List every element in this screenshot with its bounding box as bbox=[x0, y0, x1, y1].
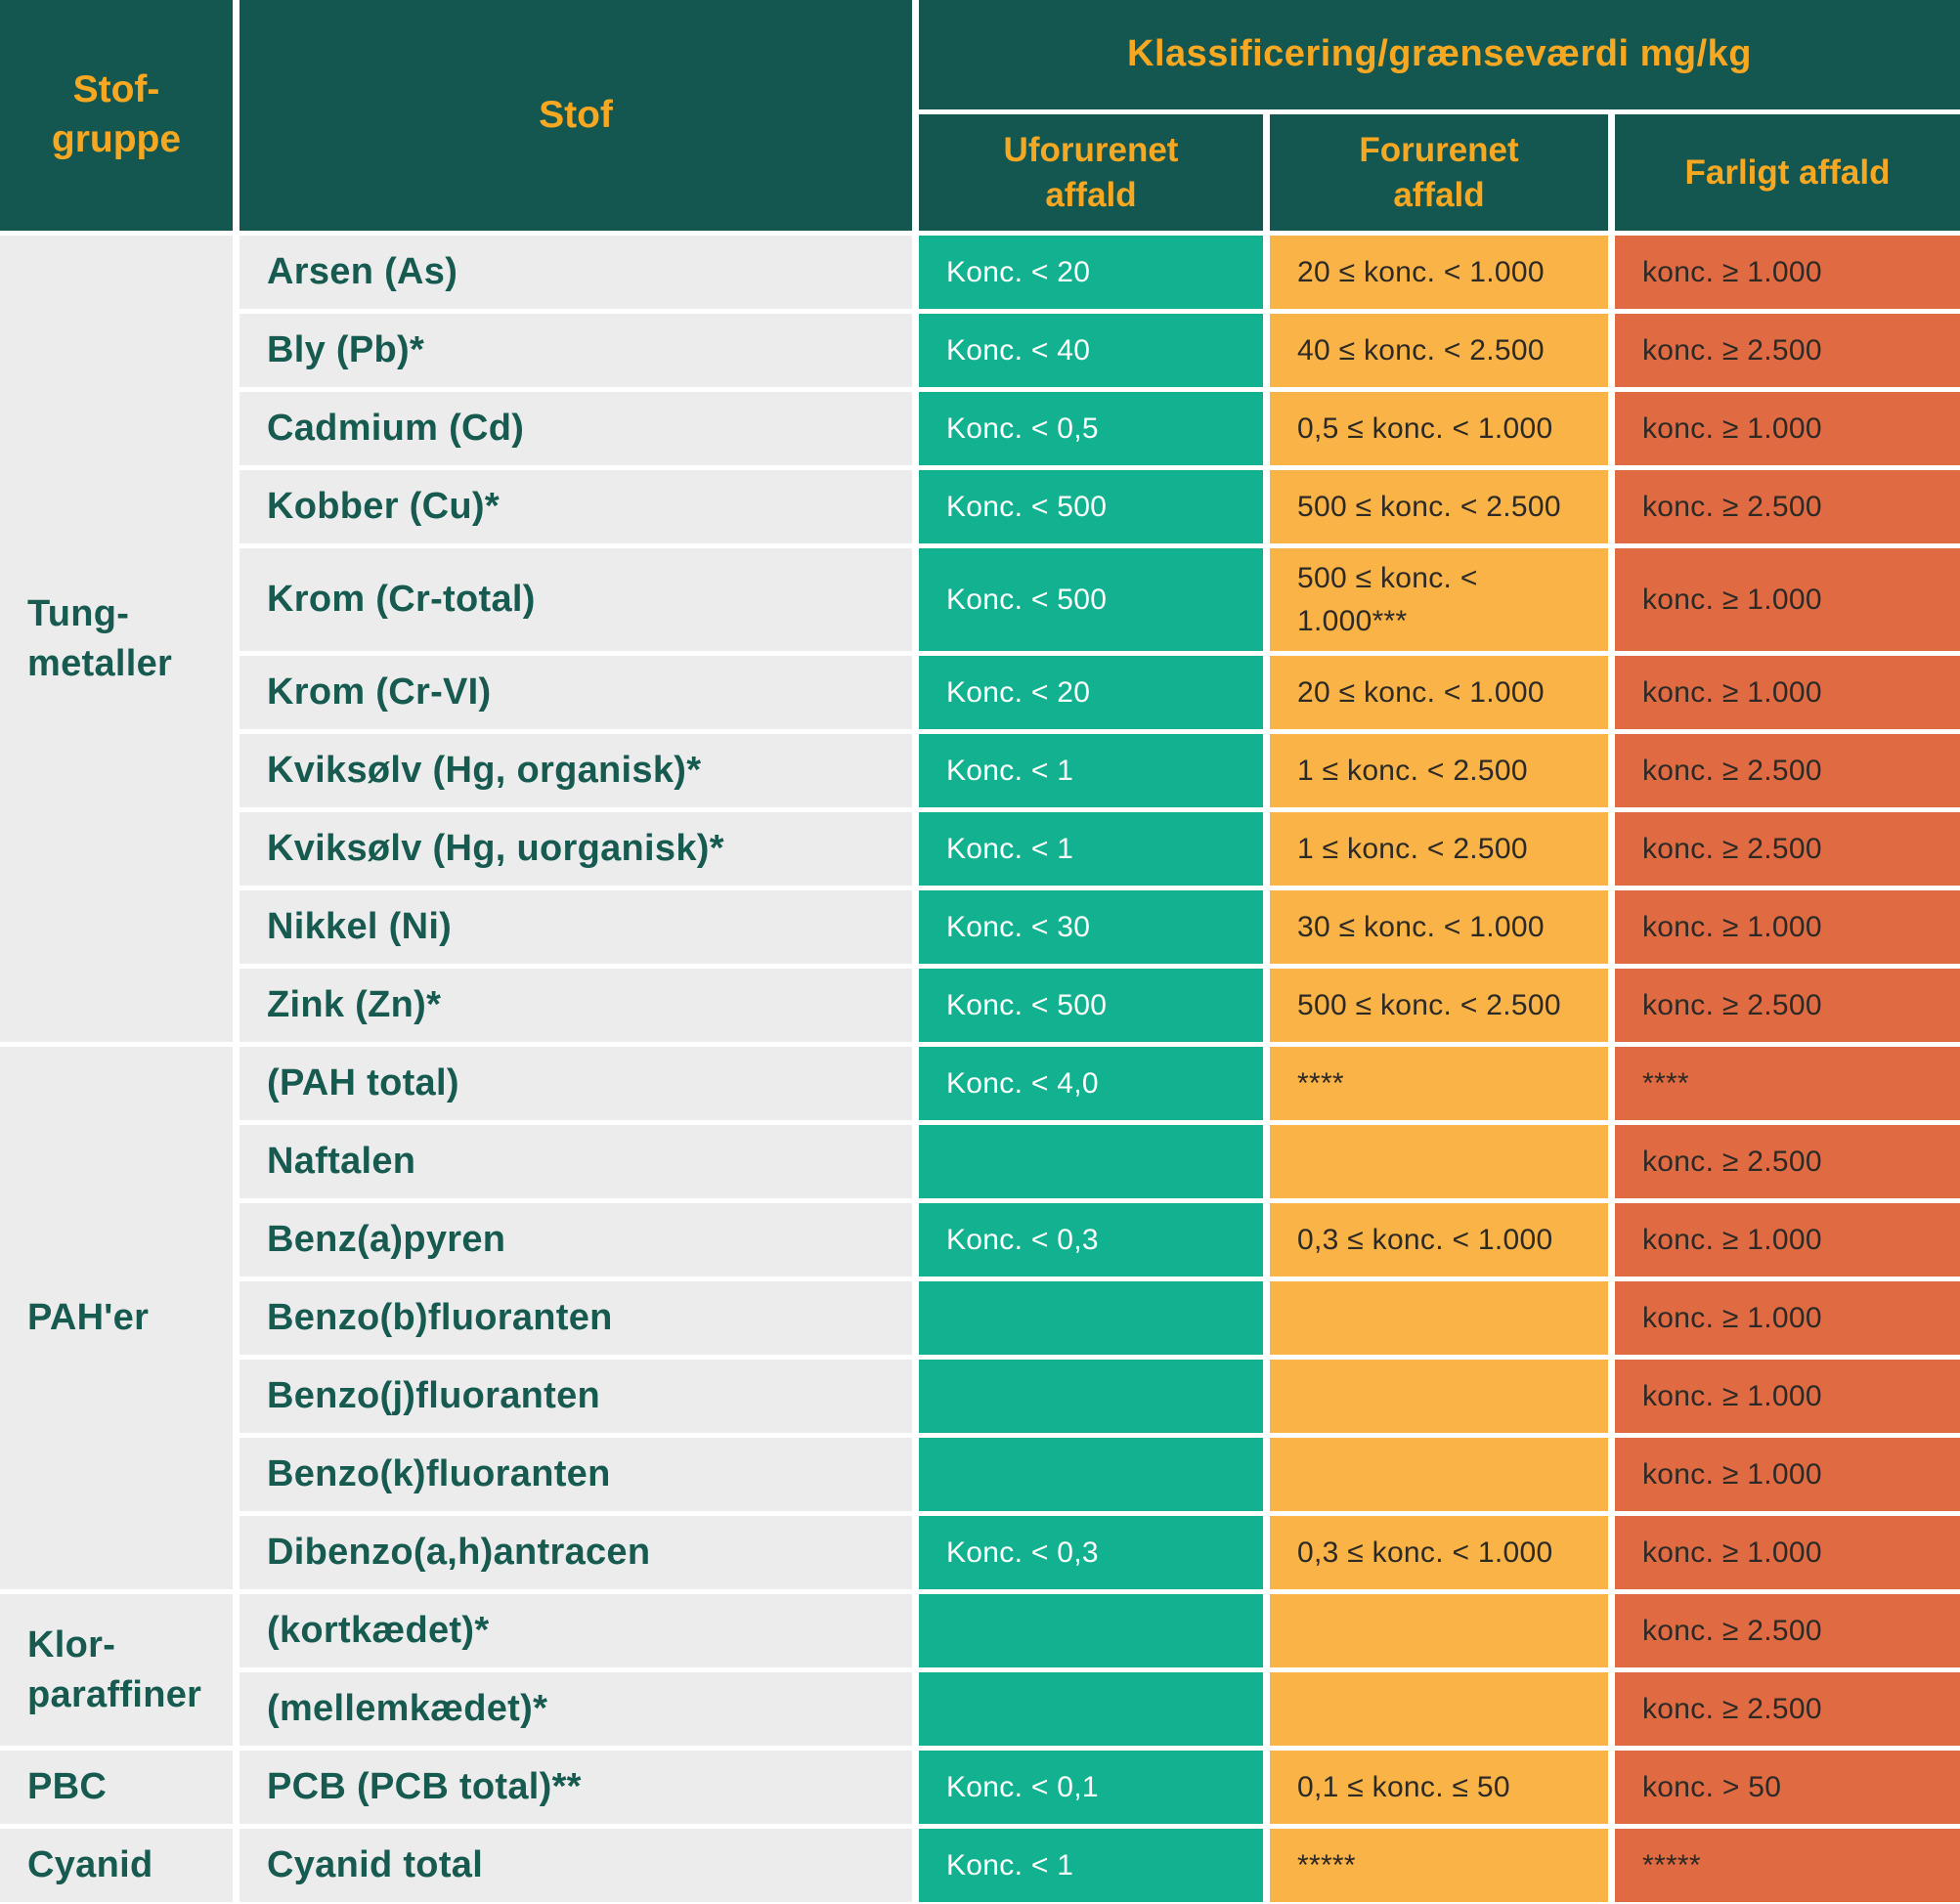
cell-uforurenet: Konc. < 1 bbox=[919, 734, 1263, 807]
cell-uforurenet: Konc. < 500 bbox=[919, 548, 1263, 651]
substance-name: Arsen (As) bbox=[240, 236, 912, 309]
cell-uforurenet: Konc. < 0,3 bbox=[919, 1203, 1263, 1277]
cell-farligt: konc. ≥ 2.500 bbox=[1615, 812, 1960, 886]
cell-farligt: konc. ≥ 1.000 bbox=[1615, 1203, 1960, 1277]
substance-name: Krom (Cr-VI) bbox=[240, 656, 912, 729]
header-stof: Stof bbox=[240, 0, 912, 231]
cell-forurenet: 0,3 ≤ konc. < 1.000 bbox=[1270, 1203, 1608, 1277]
cell-uforurenet: Konc. < 4,0 bbox=[919, 1047, 1263, 1120]
substance-name: Cyanid total bbox=[240, 1829, 912, 1902]
cell-forurenet bbox=[1270, 1594, 1608, 1667]
cell-forurenet: 20 ≤ konc. < 1.000 bbox=[1270, 236, 1608, 309]
substance-name: Krom (Cr-total) bbox=[240, 548, 912, 651]
cell-forurenet bbox=[1270, 1672, 1608, 1746]
header-farligt-affald: Farligt affald bbox=[1615, 114, 1960, 231]
substance-name: Cadmium (Cd) bbox=[240, 392, 912, 465]
cell-farligt: konc. ≥ 2.500 bbox=[1615, 314, 1960, 387]
cell-farligt: konc. ≥ 2.500 bbox=[1615, 969, 1960, 1042]
cell-forurenet: 1 ≤ konc. < 2.500 bbox=[1270, 734, 1608, 807]
cell-forurenet: 20 ≤ konc. < 1.000 bbox=[1270, 656, 1608, 729]
substance-name: (mellemkædet)* bbox=[240, 1672, 912, 1746]
header-klassificering-graensevaerdi: Klassificering/grænseværdi mg/kg bbox=[919, 0, 1960, 109]
cell-forurenet: ***** bbox=[1270, 1829, 1608, 1902]
cell-farligt: konc. ≥ 2.500 bbox=[1615, 1672, 1960, 1746]
cell-forurenet: 0,3 ≤ konc. < 1.000 bbox=[1270, 1516, 1608, 1589]
cell-forurenet: **** bbox=[1270, 1047, 1608, 1120]
cell-uforurenet bbox=[919, 1594, 1263, 1667]
cell-uforurenet: Konc. < 1 bbox=[919, 1829, 1263, 1902]
substance-name: Kviksølv (Hg, organisk)* bbox=[240, 734, 912, 807]
cell-uforurenet: Konc. < 500 bbox=[919, 470, 1263, 543]
cell-uforurenet: Konc. < 1 bbox=[919, 812, 1263, 886]
substance-name: Kviksølv (Hg, uorganisk)* bbox=[240, 812, 912, 886]
cell-uforurenet: Konc. < 0,3 bbox=[919, 1516, 1263, 1589]
cell-forurenet: 500 ≤ konc. < 1.000*** bbox=[1270, 548, 1608, 651]
group-label: Klor-paraffiner bbox=[0, 1594, 233, 1746]
substance-name: Dibenzo(a,h)antracen bbox=[240, 1516, 912, 1589]
group-label: PBC bbox=[0, 1751, 233, 1824]
cell-uforurenet: Konc. < 20 bbox=[919, 236, 1263, 309]
cell-uforurenet bbox=[919, 1672, 1263, 1746]
cell-farligt: konc. ≥ 1.000 bbox=[1615, 548, 1960, 651]
cell-forurenet bbox=[1270, 1281, 1608, 1355]
cell-uforurenet: Konc. < 500 bbox=[919, 969, 1263, 1042]
cell-forurenet bbox=[1270, 1438, 1608, 1511]
header-forurenet-affald: Forurenet affald bbox=[1270, 114, 1608, 231]
cell-forurenet: 40 ≤ konc. < 2.500 bbox=[1270, 314, 1608, 387]
cell-uforurenet: Konc. < 30 bbox=[919, 890, 1263, 964]
cell-farligt: konc. ≥ 1.000 bbox=[1615, 1360, 1960, 1433]
substance-name: Benzo(b)fluoranten bbox=[240, 1281, 912, 1355]
substance-name: Kobber (Cu)* bbox=[240, 470, 912, 543]
cell-farligt: konc. ≥ 1.000 bbox=[1615, 1516, 1960, 1589]
substance-name: (PAH total) bbox=[240, 1047, 912, 1120]
substance-name: Benz(a)pyren bbox=[240, 1203, 912, 1277]
substance-name: PCB (PCB total)** bbox=[240, 1751, 912, 1824]
cell-farligt: **** bbox=[1615, 1047, 1960, 1120]
cell-uforurenet bbox=[919, 1360, 1263, 1433]
header-farligt-affald-label: Farligt affald bbox=[1684, 152, 1891, 192]
cell-farligt: konc. ≥ 1.000 bbox=[1615, 1438, 1960, 1511]
substance-name: Nikkel (Ni) bbox=[240, 890, 912, 964]
substance-name: (kortkædet)* bbox=[240, 1594, 912, 1667]
cell-forurenet: 1 ≤ konc. < 2.500 bbox=[1270, 812, 1608, 886]
group-label: Tung-metaller bbox=[0, 236, 233, 1042]
cell-farligt: konc. ≥ 2.500 bbox=[1615, 470, 1960, 543]
cell-uforurenet: Konc. < 0,1 bbox=[919, 1751, 1263, 1824]
cell-forurenet: 0,1 ≤ konc. ≤ 50 bbox=[1270, 1751, 1608, 1824]
cell-forurenet: 30 ≤ konc. < 1.000 bbox=[1270, 890, 1608, 964]
cell-forurenet: 500 ≤ konc. < 2.500 bbox=[1270, 470, 1608, 543]
cell-forurenet bbox=[1270, 1125, 1608, 1198]
substance-name: Benzo(k)fluoranten bbox=[240, 1438, 912, 1511]
group-label: PAH'er bbox=[0, 1047, 233, 1589]
header-uforurenet-affald: Uforurenet affald bbox=[919, 114, 1263, 231]
cell-farligt: konc. ≥ 1.000 bbox=[1615, 236, 1960, 309]
substance-name: Zink (Zn)* bbox=[240, 969, 912, 1042]
substance-name: Naftalen bbox=[240, 1125, 912, 1198]
substance-name: Benzo(j)fluoranten bbox=[240, 1360, 912, 1433]
cell-farligt: konc. ≥ 1.000 bbox=[1615, 392, 1960, 465]
header-forurenet-affald-label: Forurenet affald bbox=[1359, 131, 1519, 214]
cell-forurenet: 0,5 ≤ konc. < 1.000 bbox=[1270, 392, 1608, 465]
cell-farligt: ***** bbox=[1615, 1829, 1960, 1902]
cell-farligt: konc. ≥ 2.500 bbox=[1615, 1594, 1960, 1667]
cell-uforurenet: Konc. < 40 bbox=[919, 314, 1263, 387]
cell-farligt: konc. > 50 bbox=[1615, 1751, 1960, 1824]
cell-uforurenet bbox=[919, 1125, 1263, 1198]
cell-farligt: konc. ≥ 1.000 bbox=[1615, 890, 1960, 964]
header-uforurenet-affald-label: Uforurenet affald bbox=[1003, 131, 1179, 214]
cell-farligt: konc. ≥ 1.000 bbox=[1615, 656, 1960, 729]
cell-uforurenet bbox=[919, 1281, 1263, 1355]
group-label: Cyanid bbox=[0, 1829, 233, 1902]
cell-uforurenet: Konc. < 0,5 bbox=[919, 392, 1263, 465]
header-stof-gruppe: Stof-gruppe bbox=[0, 0, 233, 231]
cell-farligt: konc. ≥ 1.000 bbox=[1615, 1281, 1960, 1355]
cell-forurenet: 500 ≤ konc. < 2.500 bbox=[1270, 969, 1608, 1042]
cell-forurenet bbox=[1270, 1360, 1608, 1433]
cell-uforurenet bbox=[919, 1438, 1263, 1511]
cell-uforurenet: Konc. < 20 bbox=[919, 656, 1263, 729]
cell-farligt: konc. ≥ 2.500 bbox=[1615, 1125, 1960, 1198]
cell-farligt: konc. ≥ 2.500 bbox=[1615, 734, 1960, 807]
substance-name: Bly (Pb)* bbox=[240, 314, 912, 387]
